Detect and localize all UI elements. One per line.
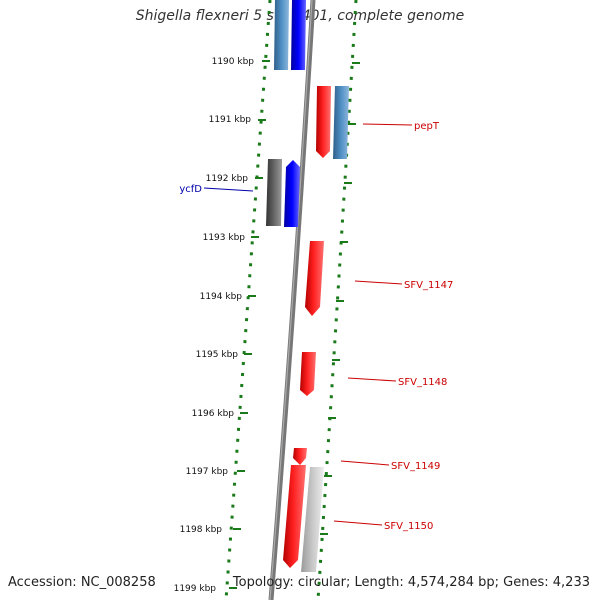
gene-feature[interactable] [301,467,324,572]
label-leader-line [340,460,390,466]
gene-label-sfv-1147[interactable]: SFV_1147 [404,280,453,291]
genome-summary-text: Topology: circular; Length: 4,574,284 bp… [232,575,590,590]
label-leader-line [354,280,403,285]
gene-label-ycfd[interactable]: ycfD [179,184,202,195]
ruler-tick-label: 1190 kbp [212,57,255,67]
ruler-tick-label: 1195 kbp [196,350,239,360]
gene-feature[interactable] [293,448,307,465]
gene-feature[interactable] [300,352,316,396]
ruler-tick-label: 1198 kbp [180,525,223,535]
gene-label-sfv-1149[interactable]: SFV_1149 [391,461,440,472]
ruler-tick-label: 1196 kbp [192,409,235,419]
gene-feature[interactable] [291,0,306,70]
gene-label-sfv-1150[interactable]: SFV_1150 [384,521,433,532]
gene-label-sfv-1148[interactable]: SFV_1148 [398,377,447,388]
ruler-tick-label: 1197 kbp [186,467,229,477]
label-leader-line [362,123,413,126]
ruler-tick-label: 1194 kbp [200,292,243,302]
label-leader-line [347,377,397,382]
ruler-tick-marks [229,60,360,589]
ruler-tick-label: 1193 kbp [203,233,246,243]
ruler-tick-label: 1191 kbp [209,115,252,125]
gene-feature[interactable] [283,465,306,568]
gene-feature[interactable] [274,0,289,70]
accession-text: Accession: NC_008258 [8,575,156,590]
gene-feature[interactable] [333,86,349,159]
label-leader-line [203,187,254,192]
gene-feature[interactable] [316,86,331,158]
label-leader-line [333,520,383,526]
genome-backbone [268,0,316,600]
ruler-tick-label: 1192 kbp [206,174,249,184]
gene-label-pept[interactable]: pepT [414,121,440,132]
gene-features [266,0,349,572]
gene-feature[interactable] [266,159,282,226]
gene-feature[interactable] [305,241,324,316]
ruler-right-arc [316,0,358,600]
gene-feature[interactable] [284,160,300,227]
ruler-left-arc [224,0,272,600]
ruler-tick-label: 1199 kbp [174,584,217,594]
